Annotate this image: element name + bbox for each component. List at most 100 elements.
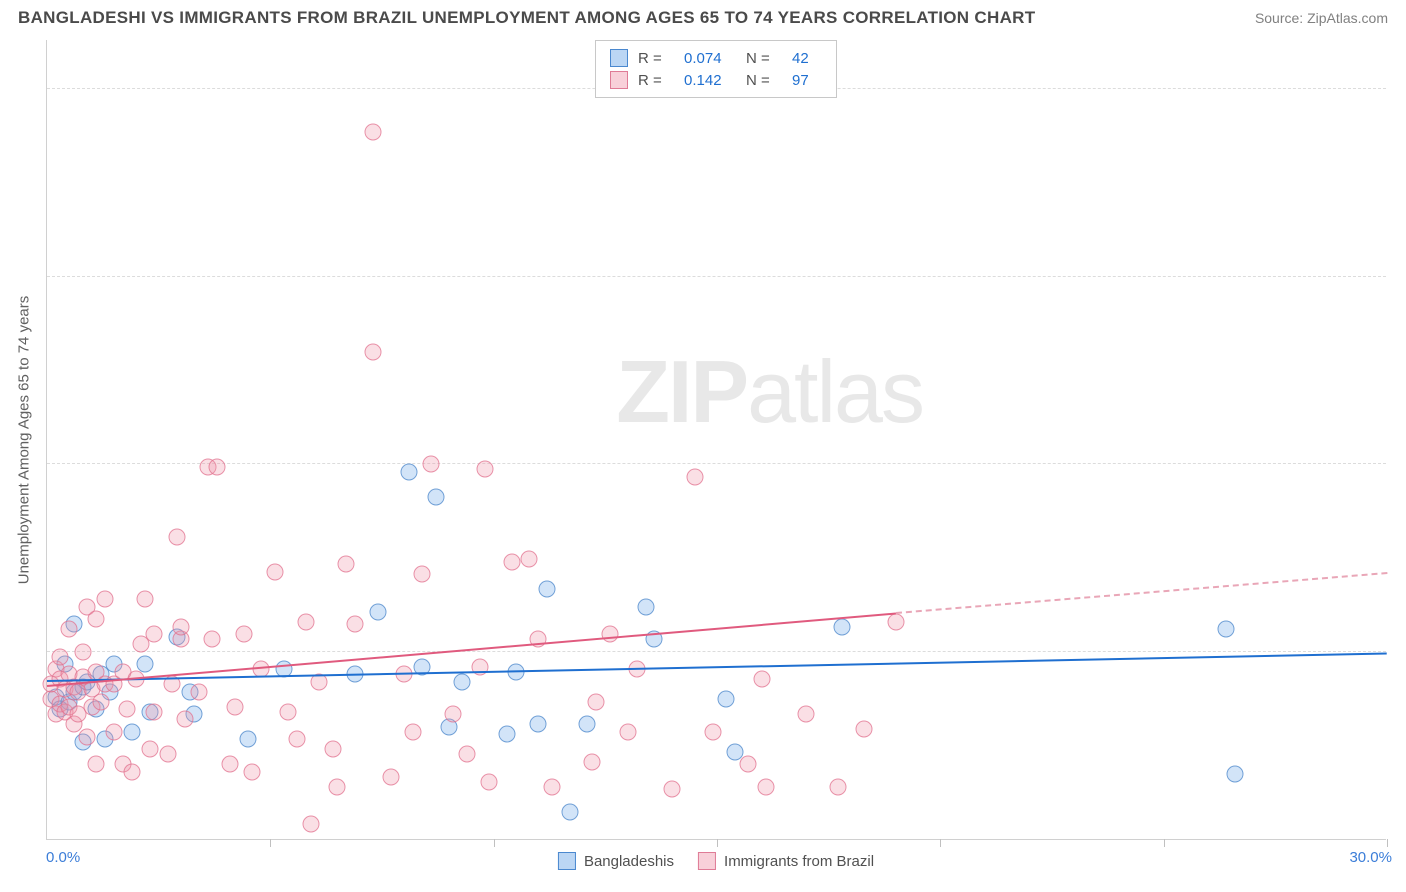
data-point [137, 591, 154, 608]
data-point [88, 611, 105, 628]
data-point [298, 613, 315, 630]
x-tick [940, 839, 941, 847]
data-point [365, 343, 382, 360]
n-label: N = [746, 72, 782, 89]
data-point [758, 778, 775, 795]
swatch-pink-icon [698, 852, 716, 870]
data-point [159, 746, 176, 763]
data-point [454, 673, 471, 690]
data-point [726, 743, 743, 760]
data-point [521, 551, 538, 568]
data-point [173, 618, 190, 635]
data-point [369, 603, 386, 620]
n-value: 42 [792, 50, 822, 67]
data-point [445, 706, 462, 723]
data-point [74, 643, 91, 660]
r-value: 0.074 [684, 50, 736, 67]
data-point [476, 461, 493, 478]
swatch-blue-icon [610, 49, 628, 67]
data-point [499, 726, 516, 743]
data-point [235, 626, 252, 643]
x-tick [1164, 839, 1165, 847]
data-point [226, 698, 243, 715]
data-point [686, 468, 703, 485]
data-point [168, 528, 185, 545]
gridline [47, 651, 1386, 652]
data-point [530, 716, 547, 733]
data-point [637, 598, 654, 615]
data-point [834, 618, 851, 635]
r-value: 0.142 [684, 72, 736, 89]
gridline [47, 276, 1386, 277]
data-point [704, 723, 721, 740]
data-point [481, 773, 498, 790]
data-point [664, 781, 681, 798]
data-point [338, 556, 355, 573]
x-tick [494, 839, 495, 847]
data-point [61, 621, 78, 638]
data-point [266, 563, 283, 580]
data-point [579, 716, 596, 733]
r-label: R = [638, 50, 674, 67]
x-tick [717, 839, 718, 847]
data-point [382, 768, 399, 785]
data-point [204, 631, 221, 648]
data-point [427, 488, 444, 505]
chart-title: BANGLADESHI VS IMMIGRANTS FROM BRAZIL UN… [18, 8, 1035, 28]
x-axis-max-label: 30.0% [1349, 849, 1392, 866]
data-point [177, 711, 194, 728]
data-point [302, 816, 319, 833]
data-point [829, 778, 846, 795]
data-point [539, 581, 556, 598]
data-point [123, 763, 140, 780]
scatter-plot: 7.5%15.0%22.5%30.0% [46, 40, 1386, 840]
data-point [400, 463, 417, 480]
data-point [365, 123, 382, 140]
data-point [887, 613, 904, 630]
correlation-legend: R = 0.074 N = 42 R = 0.142 N = 97 [595, 40, 837, 98]
legend-label: Bangladeshis [584, 853, 674, 870]
y-axis-label: Unemployment Among Ages 65 to 74 years [16, 296, 33, 585]
series-legend: Bangladeshis Immigrants from Brazil [558, 852, 874, 870]
data-point [280, 703, 297, 720]
data-point [329, 778, 346, 795]
data-point [52, 648, 69, 665]
data-point [583, 753, 600, 770]
data-point [1227, 766, 1244, 783]
legend-item-blue: Bangladeshis [558, 852, 674, 870]
swatch-pink-icon [610, 71, 628, 89]
data-point [123, 723, 140, 740]
data-point [347, 616, 364, 633]
data-point [619, 723, 636, 740]
data-point [244, 763, 261, 780]
legend-item-pink: Immigrants from Brazil [698, 852, 874, 870]
data-point [458, 746, 475, 763]
data-point [141, 741, 158, 758]
gridline [47, 463, 1386, 464]
data-point [240, 731, 257, 748]
legend-label: Immigrants from Brazil [724, 853, 874, 870]
x-tick [270, 839, 271, 847]
data-point [146, 626, 163, 643]
data-point [405, 723, 422, 740]
data-point [324, 741, 341, 758]
data-point [289, 731, 306, 748]
trendline [896, 572, 1387, 614]
data-point [137, 656, 154, 673]
data-point [414, 566, 431, 583]
legend-row-blue: R = 0.074 N = 42 [610, 47, 822, 69]
data-point [119, 701, 136, 718]
data-point [717, 691, 734, 708]
data-point [146, 703, 163, 720]
data-point [601, 626, 618, 643]
n-label: N = [746, 50, 782, 67]
x-axis-min-label: 0.0% [46, 849, 80, 866]
data-point [543, 778, 560, 795]
data-point [106, 723, 123, 740]
data-point [208, 458, 225, 475]
chart-area: ZIPatlas 7.5%15.0%22.5%30.0% Unemploymen… [46, 40, 1386, 840]
data-point [1218, 621, 1235, 638]
data-point [222, 756, 239, 773]
x-tick [1387, 839, 1388, 847]
data-point [740, 756, 757, 773]
